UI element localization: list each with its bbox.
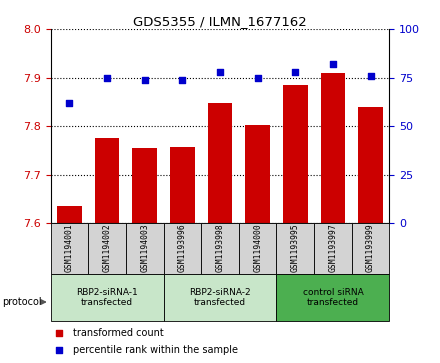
- Bar: [276, 223, 314, 274]
- Bar: [276, 274, 389, 321]
- Bar: [239, 223, 276, 274]
- Text: GSM1194002: GSM1194002: [103, 223, 112, 272]
- Bar: [51, 223, 88, 274]
- Text: GSM1194001: GSM1194001: [65, 223, 74, 272]
- Bar: [352, 223, 389, 274]
- Point: [179, 77, 186, 82]
- Point: [55, 347, 62, 353]
- Point: [103, 75, 110, 81]
- Bar: [321, 73, 345, 223]
- Bar: [208, 103, 232, 223]
- Bar: [314, 223, 352, 274]
- Text: GSM1194003: GSM1194003: [140, 223, 149, 272]
- Bar: [283, 85, 308, 223]
- Text: GSM1193996: GSM1193996: [178, 223, 187, 272]
- Bar: [164, 274, 276, 321]
- Bar: [126, 223, 164, 274]
- Text: GSM1194000: GSM1194000: [253, 223, 262, 272]
- Title: GDS5355 / ILMN_1677162: GDS5355 / ILMN_1677162: [133, 15, 307, 28]
- Bar: [132, 148, 157, 223]
- Text: GSM1193997: GSM1193997: [328, 223, 337, 272]
- Bar: [57, 206, 82, 223]
- Text: transformed count: transformed count: [73, 328, 163, 338]
- Text: GSM1193999: GSM1193999: [366, 223, 375, 272]
- Text: GSM1193998: GSM1193998: [216, 223, 224, 272]
- Bar: [246, 125, 270, 223]
- Point: [330, 61, 337, 67]
- Text: GSM1193995: GSM1193995: [291, 223, 300, 272]
- Bar: [51, 274, 164, 321]
- Text: RBP2-siRNA-2
transfected: RBP2-siRNA-2 transfected: [189, 288, 251, 307]
- Bar: [358, 107, 383, 223]
- Bar: [88, 223, 126, 274]
- Bar: [95, 138, 119, 223]
- Bar: [170, 147, 194, 223]
- Text: percentile rank within the sample: percentile rank within the sample: [73, 345, 238, 355]
- Point: [292, 69, 299, 75]
- Bar: [164, 223, 201, 274]
- Point: [55, 330, 62, 336]
- Point: [216, 69, 224, 75]
- Point: [367, 73, 374, 78]
- Point: [66, 100, 73, 106]
- Text: RBP2-siRNA-1
transfected: RBP2-siRNA-1 transfected: [76, 288, 138, 307]
- Bar: [201, 223, 239, 274]
- Point: [141, 77, 148, 82]
- Point: [254, 75, 261, 81]
- Text: control siRNA
transfected: control siRNA transfected: [303, 288, 363, 307]
- Text: protocol: protocol: [2, 297, 42, 307]
